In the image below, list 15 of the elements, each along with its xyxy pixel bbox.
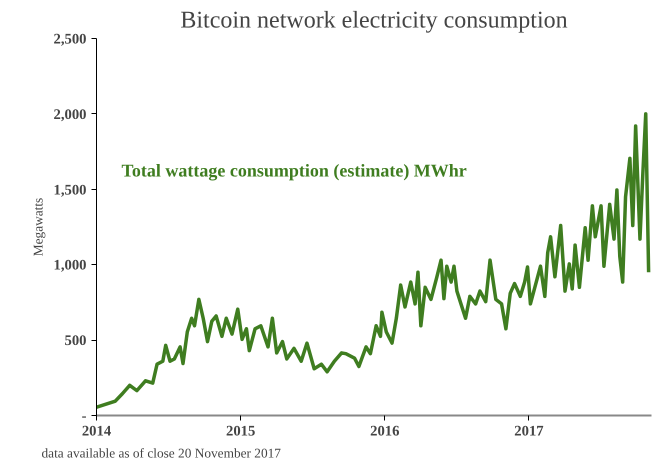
- text: Total wattage consumption (estimate) MWhr: [122, 160, 467, 180]
- y-tick-label: -: [82, 408, 87, 424]
- y-tick-label: 2,500: [54, 32, 87, 48]
- line-series: [96, 112, 650, 409]
- text: data available as of close 20 November 2017: [42, 446, 282, 460]
- x-tick-label: 2017: [514, 424, 544, 440]
- chart-title: Bitcoin network electricity consumption: [180, 8, 568, 34]
- x-tick-label: 2015: [226, 424, 256, 440]
- y-tick-label: 1,500: [54, 182, 87, 198]
- x-tick-label: 2014: [82, 424, 112, 440]
- x-tick-label: 2016: [370, 424, 400, 440]
- y-axis-title: Megawatts: [30, 198, 46, 256]
- y-tick-label: 1,000: [54, 258, 87, 274]
- y-tick-label: 2,000: [54, 106, 87, 123]
- y-tick-label: 500: [64, 333, 86, 350]
